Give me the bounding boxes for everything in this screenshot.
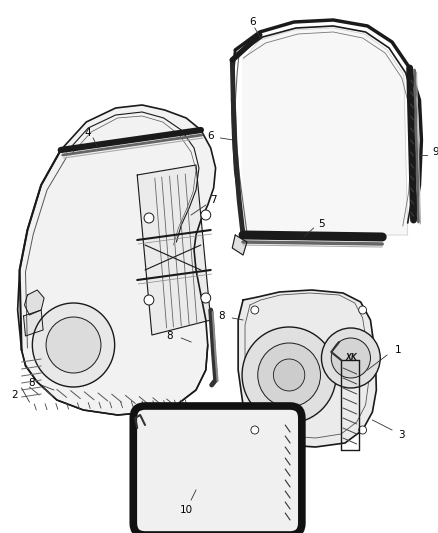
Circle shape [258,343,321,407]
Circle shape [242,327,336,423]
Circle shape [359,426,367,434]
Circle shape [201,210,211,220]
Text: 8: 8 [166,331,173,341]
Circle shape [144,295,154,305]
Text: 10: 10 [180,505,193,515]
Text: 5: 5 [318,219,325,229]
Circle shape [331,338,371,378]
Polygon shape [25,290,44,315]
Text: 8: 8 [218,311,225,321]
Text: 8: 8 [28,378,35,388]
Polygon shape [18,105,215,415]
Circle shape [144,213,154,223]
Text: 1: 1 [395,345,401,355]
Circle shape [321,328,380,388]
Text: 7: 7 [210,195,217,205]
Polygon shape [243,28,408,235]
Text: 4: 4 [85,128,92,138]
Circle shape [32,303,115,387]
FancyBboxPatch shape [133,406,302,533]
Text: 2: 2 [11,390,18,400]
Circle shape [359,306,367,314]
Text: XK: XK [345,353,357,362]
Circle shape [251,306,259,314]
Circle shape [273,359,305,391]
Polygon shape [238,290,376,447]
Text: 6: 6 [250,17,256,27]
Polygon shape [137,165,211,335]
Circle shape [201,293,211,303]
Polygon shape [232,235,247,255]
Text: 6: 6 [208,131,214,141]
Circle shape [251,426,259,434]
Text: 9: 9 [433,147,438,157]
Text: 3: 3 [399,430,405,440]
Circle shape [46,317,101,373]
Polygon shape [24,310,43,336]
